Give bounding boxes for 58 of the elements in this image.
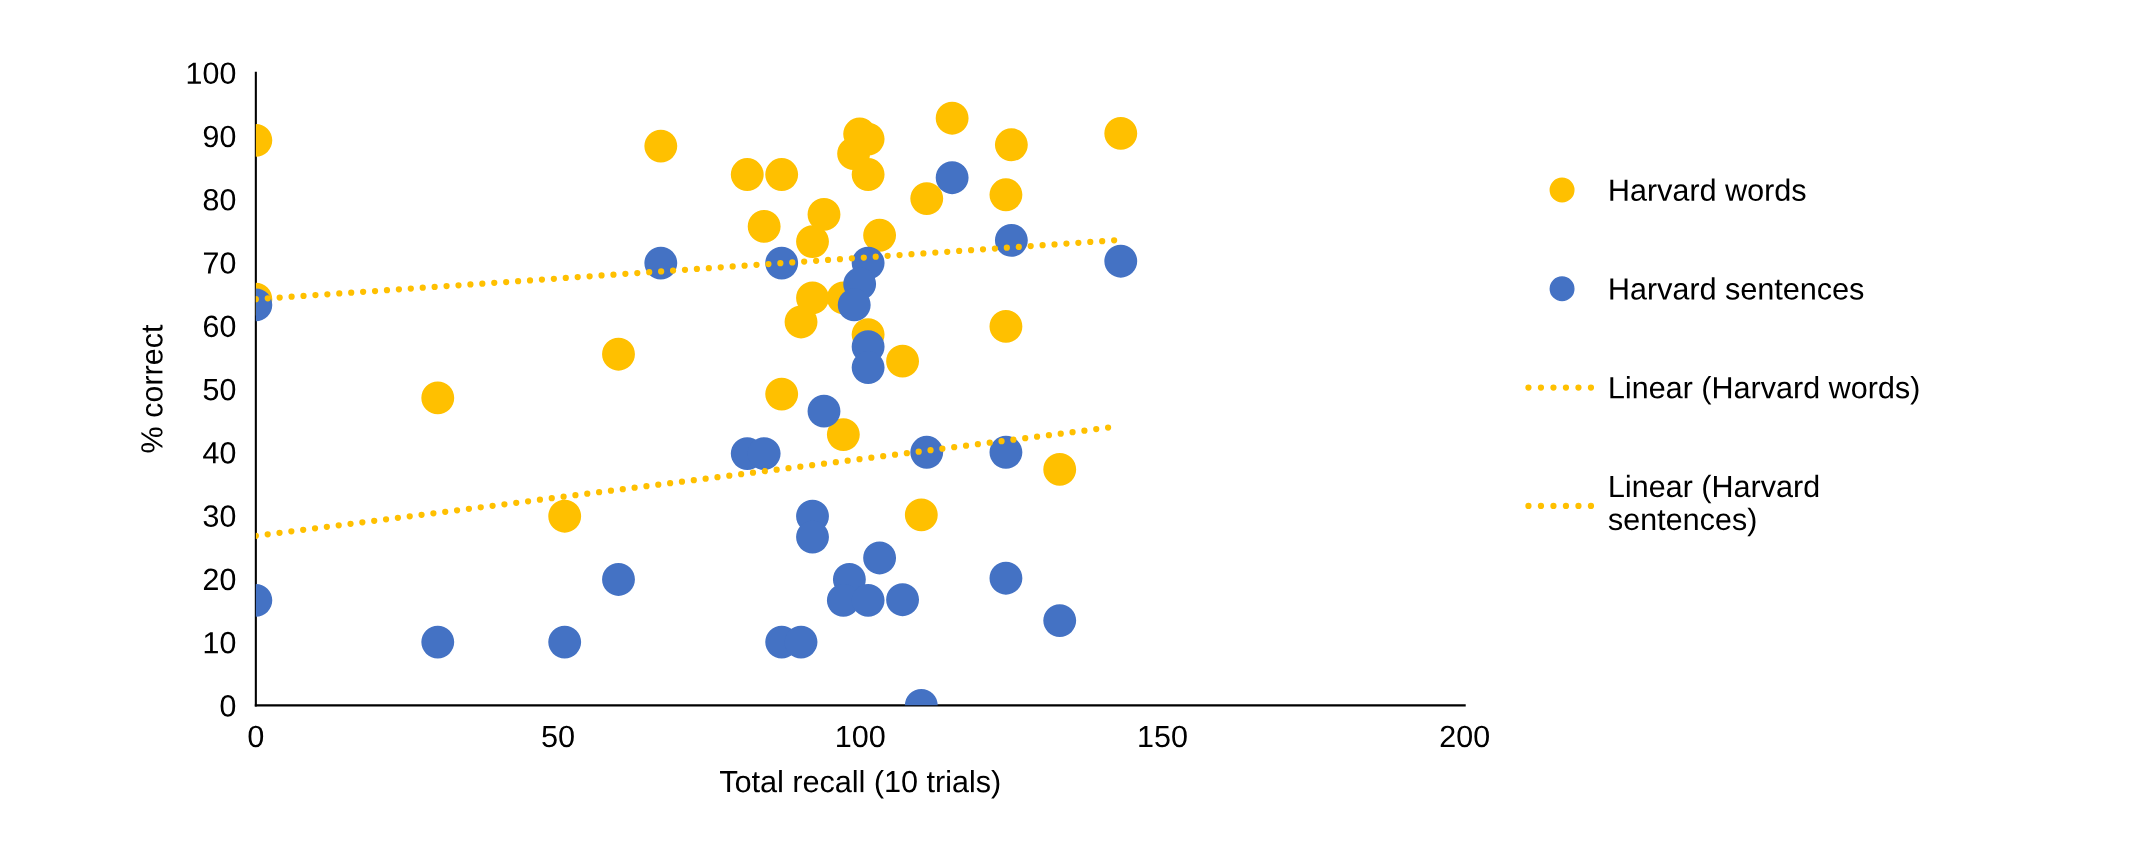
point <box>1043 452 1077 486</box>
point <box>886 583 920 617</box>
point <box>807 394 841 428</box>
point <box>910 182 944 216</box>
point <box>826 418 860 452</box>
point <box>837 288 871 322</box>
point <box>989 435 1023 469</box>
x-tick-label: 0 <box>248 725 264 748</box>
point <box>602 337 635 371</box>
point <box>644 129 678 163</box>
point <box>904 498 938 532</box>
point <box>1104 244 1138 278</box>
point <box>421 381 455 415</box>
x-tick-label: 100 <box>837 725 885 748</box>
point <box>851 158 885 191</box>
point <box>784 305 818 339</box>
point <box>796 225 829 259</box>
y-tick-label: 100 <box>187 62 236 85</box>
y-tick-label: 10 <box>204 631 236 654</box>
y-tick-label: 20 <box>203 568 236 591</box>
y-tick-label: 80 <box>203 188 236 211</box>
point <box>935 101 969 135</box>
x-tick-label: 200 <box>1440 725 1489 748</box>
point <box>994 223 1028 257</box>
point <box>1104 116 1138 150</box>
point <box>421 625 455 659</box>
legend-label: Linear (Harvard words) <box>1610 376 1919 405</box>
x-axis-title: Total recall (10 trials) <box>720 769 1000 799</box>
legend-label: Linear (Harvard sentences) <box>1608 474 1819 537</box>
point <box>886 344 920 378</box>
point <box>765 158 799 191</box>
point <box>863 541 897 575</box>
y-tick-label: 70 <box>203 252 236 274</box>
x-tick-label: 50 <box>542 725 574 748</box>
point <box>935 161 969 195</box>
y-axis-title: % correct <box>141 324 163 453</box>
point <box>1043 604 1077 638</box>
y-tick-label: 0 <box>220 695 236 717</box>
point <box>548 499 582 533</box>
y-tick-label: 90 <box>203 125 236 148</box>
y-tick-label: 40 <box>203 442 236 464</box>
y-tick-label: 50 <box>203 378 236 401</box>
y-tick-label: 30 <box>203 505 236 527</box>
point <box>548 625 582 659</box>
point <box>989 309 1023 343</box>
point <box>989 561 1023 595</box>
point <box>747 209 781 243</box>
point <box>807 197 841 231</box>
point <box>602 563 635 596</box>
x-tick-label: 150 <box>1139 725 1187 748</box>
point <box>765 377 799 411</box>
legend-label: Harvard sentences <box>1610 277 1864 300</box>
point <box>994 128 1028 162</box>
point <box>863 218 897 252</box>
legend-label: Harvard words <box>1610 178 1806 201</box>
y-tick-label: 60 <box>203 315 236 338</box>
point <box>989 178 1023 212</box>
point <box>730 158 764 191</box>
